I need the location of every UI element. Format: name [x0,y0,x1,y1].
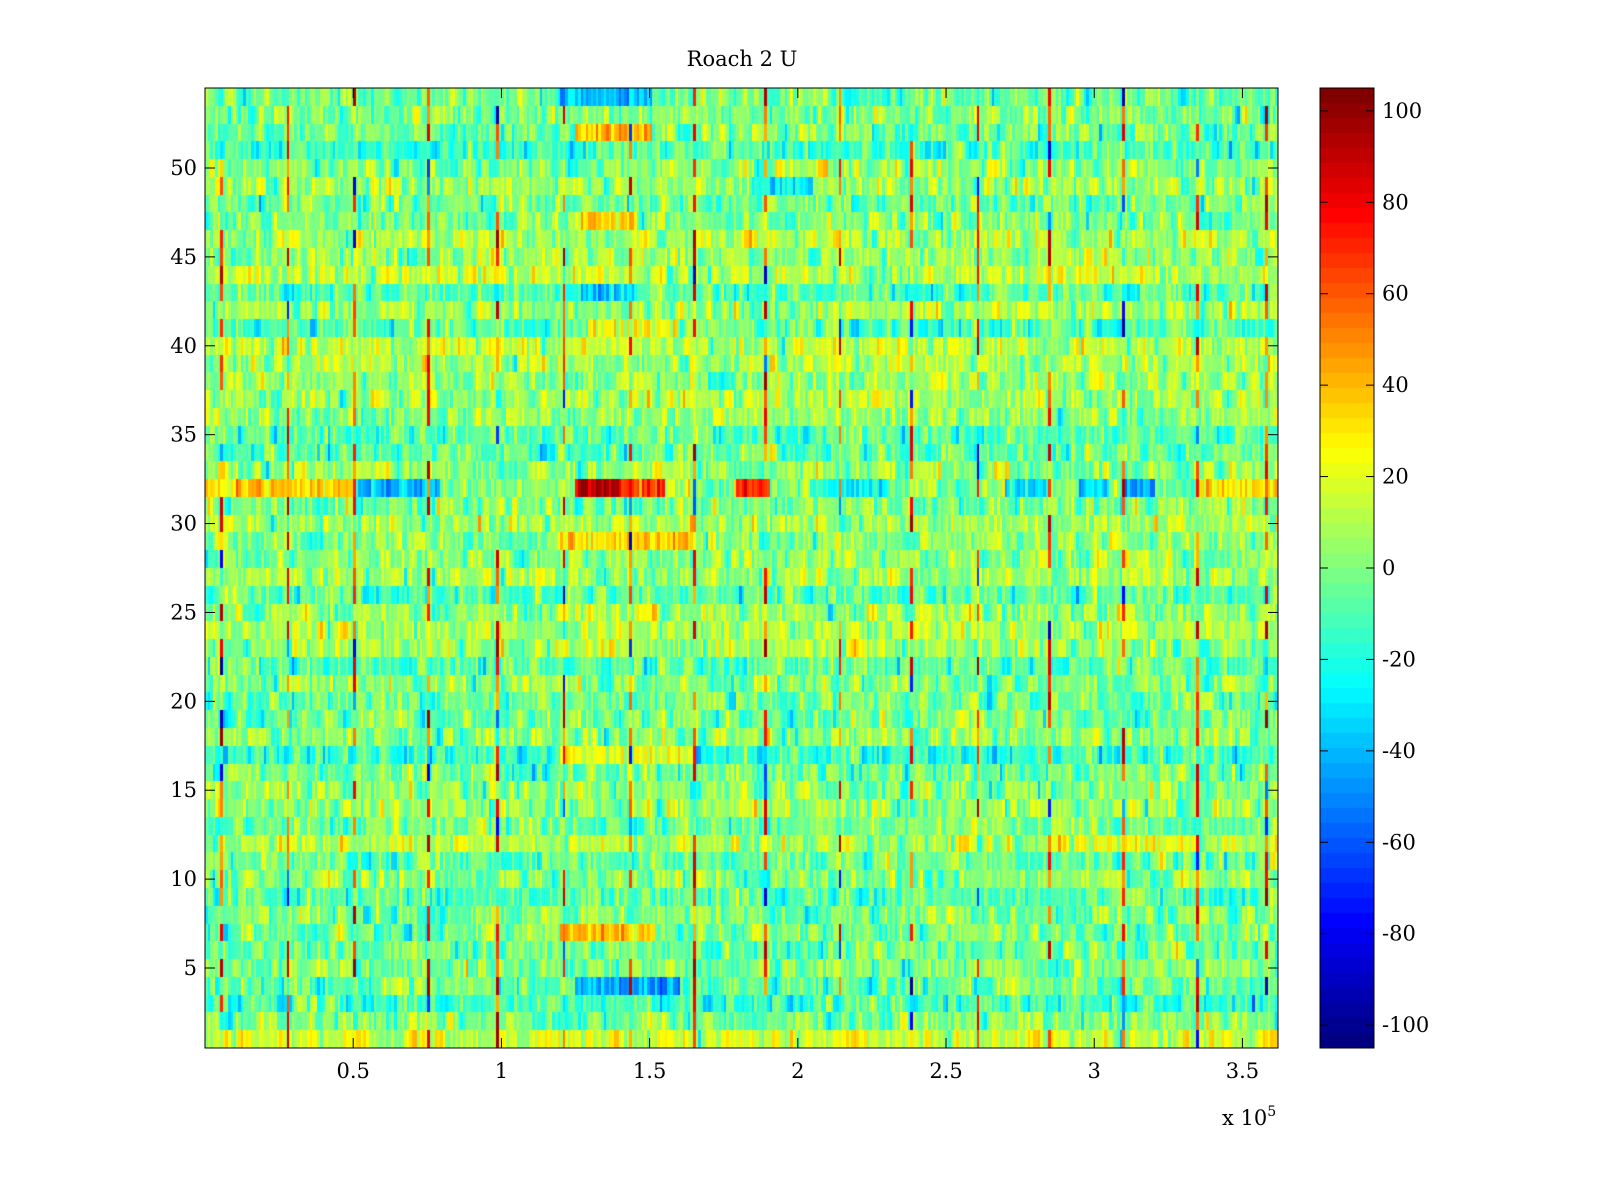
x-tick-label: 2 [791,1059,804,1083]
plot-frame [204,87,1279,1049]
colorbar-tick-label: 20 [1382,465,1409,489]
x-axis: 0.5 1 1.5 2 2.5 3 3.5 [337,88,1259,1083]
x-tick-label: 3 [1088,1059,1101,1083]
heatmap-cells [205,88,1278,1048]
x-tick-label: 1 [495,1059,508,1083]
colorbar: -100 -80 -60 -40 -20 0 20 40 60 80 100 [1319,87,1429,1049]
colorbar-tick-label: 0 [1382,556,1395,580]
colorbar-tick-label: -20 [1382,647,1416,671]
x-exponent-label: x 105 [1222,1104,1276,1130]
colorbar-tick-label: -100 [1382,1013,1429,1037]
x-exponent-power: 5 [1267,1104,1276,1120]
y-tick-label: 40 [170,334,197,358]
chart-title: Roach 2 U [687,47,798,71]
x-tick-label: 0.5 [337,1059,370,1083]
colorbar-gradient [1320,88,1374,1048]
colorbar-tick-label: -60 [1382,830,1416,854]
colorbar-ticks: -100 -80 -60 -40 -20 0 20 40 60 80 100 [1320,99,1429,1037]
x-exponent-base: x 10 [1222,1106,1267,1130]
y-tick-label: 25 [170,600,197,624]
y-tick-label: 15 [170,778,197,802]
colorbar-tick-label: 60 [1382,282,1409,306]
y-tick-label: 10 [170,867,197,891]
x-tick-label: 1.5 [633,1059,666,1083]
colorbar-tick-label: 100 [1382,99,1422,123]
colorbar-tick-label: -40 [1382,739,1416,763]
y-tick-label: 20 [170,689,197,713]
x-tick-label: 3.5 [1226,1059,1259,1083]
y-tick-label: 30 [170,512,197,536]
y-tick-label: 45 [170,245,197,269]
plot-area: 0.5 1 1.5 2 2.5 3 3.5 5 10 15 20 25 30 35 40 45 50 x 10… [170,87,1279,1130]
y-axis: 5 10 15 20 25 30 35 40 45 50 [170,156,1278,980]
y-tick-label: 50 [170,156,197,180]
colorbar-tick-label: 40 [1382,373,1409,397]
x-tick-label: 2.5 [929,1059,962,1083]
y-tick-label: 5 [184,956,197,980]
colorbar-tick-label: 80 [1382,190,1409,214]
colorbar-tick-label: -80 [1382,922,1416,946]
y-tick-label: 35 [170,423,197,447]
